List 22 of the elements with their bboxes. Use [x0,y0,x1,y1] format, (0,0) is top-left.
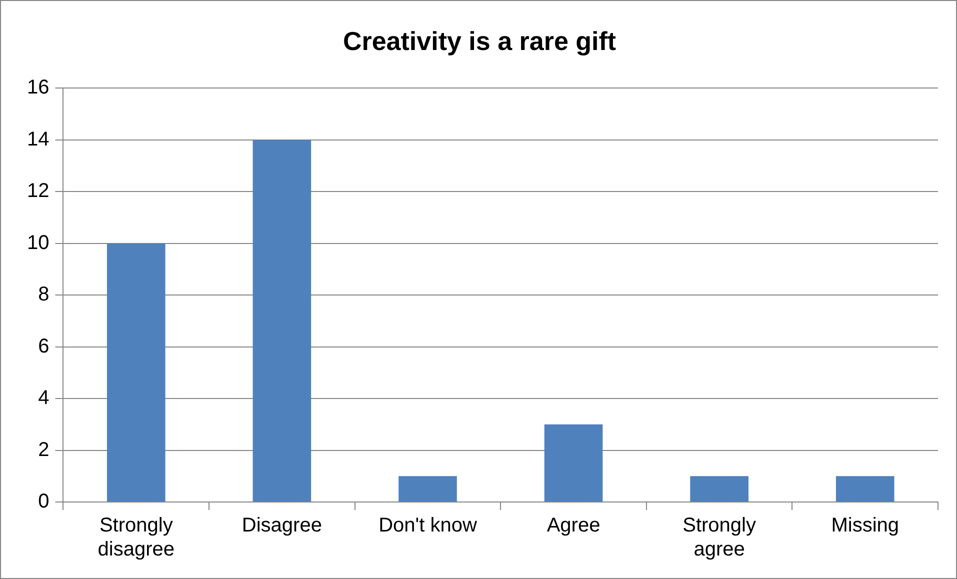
y-tick-label: 0 [38,490,50,513]
y-tick-label: 2 [38,438,50,461]
y-tick-label: 16 [26,76,50,99]
y-tick-label: 4 [38,387,50,410]
bar [544,424,603,502]
y-tick-label: 8 [38,284,50,306]
y-tick-label: 10 [26,232,50,254]
x-tick-label: Missing [831,514,899,537]
y-tick-label: 6 [38,335,50,358]
bar [690,476,748,502]
x-tick-label: Agree [546,514,600,537]
bar [836,476,894,502]
x-tick-label: Don't know [378,514,478,537]
x-tick-label: Strongly agree [682,514,756,561]
y-tick-label: 12 [26,180,50,202]
chart-title: Creativity is a rare gift [342,26,616,56]
y-tick-label: 14 [26,128,50,150]
bar [106,243,166,502]
x-tick-label: Disagree [242,514,322,537]
bar [398,476,457,502]
x-tick-label: Strongly disagree [98,514,174,561]
bar [252,140,312,502]
